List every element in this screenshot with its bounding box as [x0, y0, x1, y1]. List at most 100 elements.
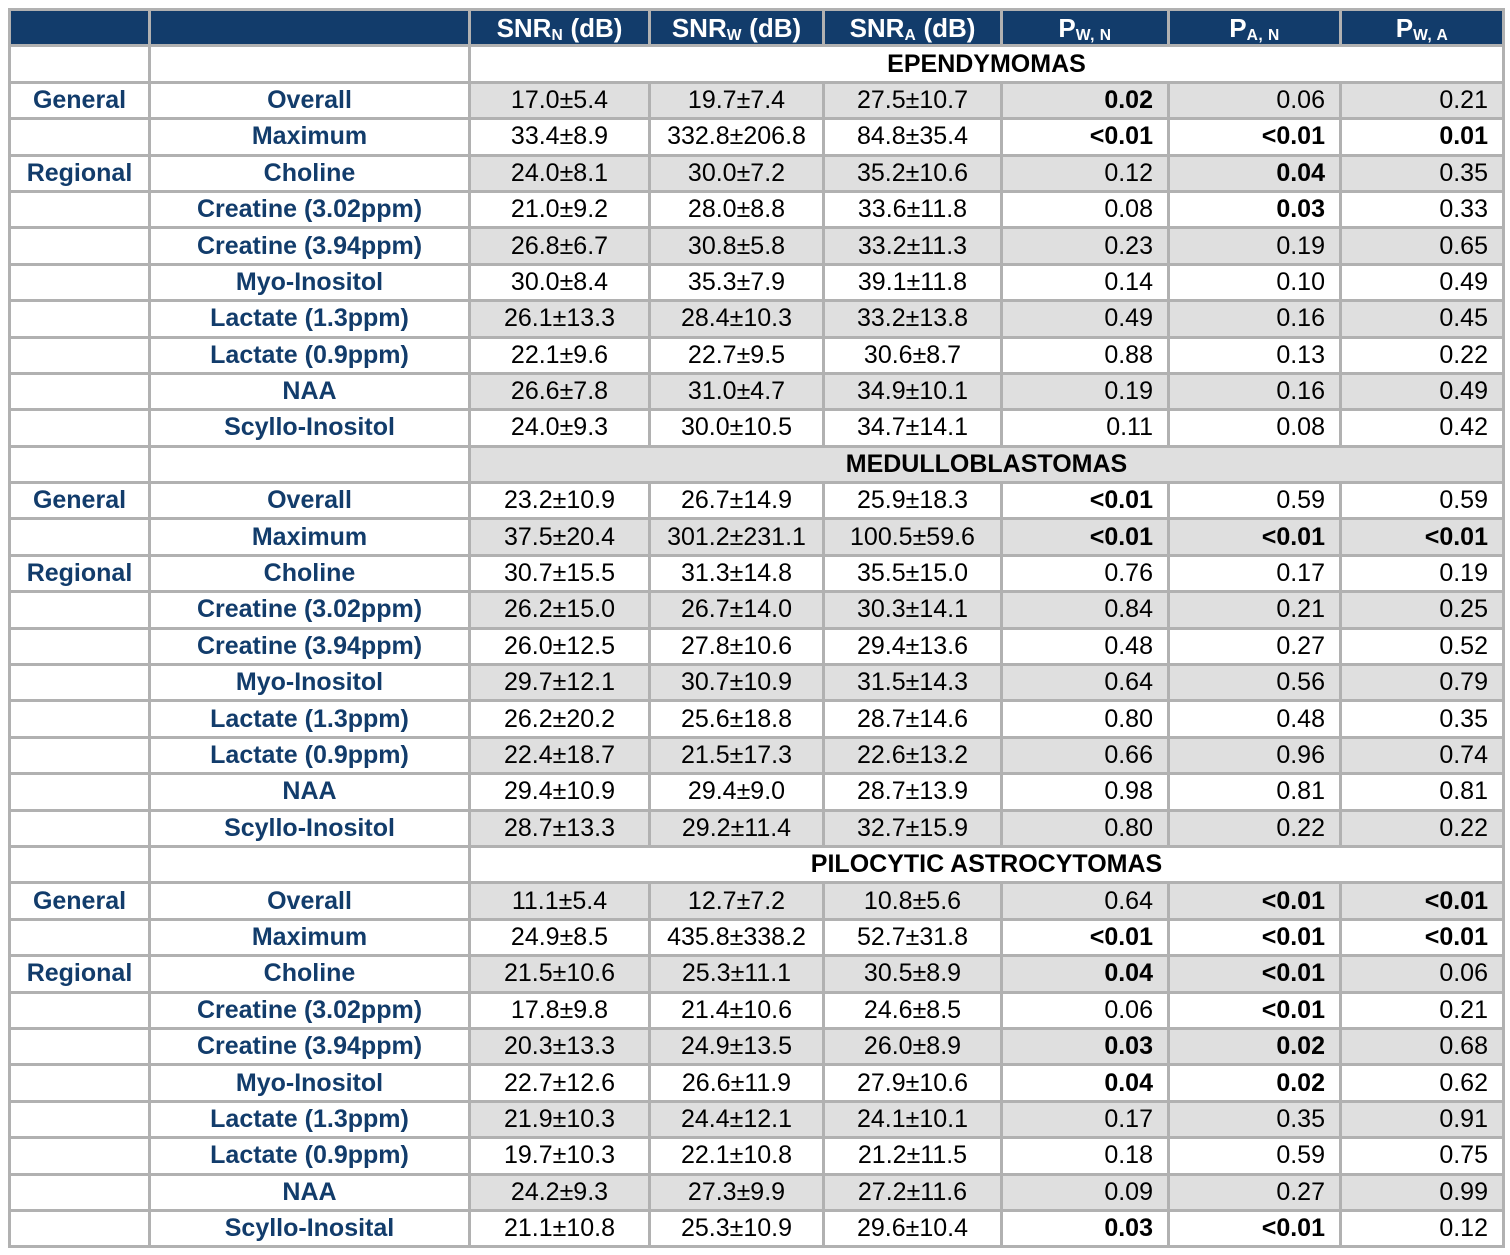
metric-label-cell: Scyllo-Inositol	[148, 808, 471, 849]
snr-n-cell: 24.2±9.3	[468, 1172, 651, 1212]
snr-w-cell: 25.3±10.9	[648, 1208, 825, 1249]
p-wa-cell: 0.79	[1339, 663, 1505, 703]
metric-label-cell: Creatine (3.94ppm)	[148, 626, 471, 667]
p-an-cell: 0.27	[1167, 1172, 1342, 1212]
group-cell	[8, 990, 151, 1030]
p-an-cell: <0.01	[1167, 990, 1342, 1030]
metric-label-cell: NAA	[148, 371, 471, 412]
group-cell	[8, 44, 151, 84]
snr-a-cell: 32.7±15.9	[822, 808, 1003, 849]
snr-a-cell: 26.0±8.9	[822, 1026, 1003, 1067]
metric-label-cell: Choline	[148, 954, 471, 994]
p-wn-cell: 0.08	[1000, 189, 1170, 230]
snr-n-cell: 30.7±15.5	[468, 553, 651, 594]
p-wn-cell: 0.09	[1000, 1172, 1170, 1212]
snr-n-cell: 26.6±7.8	[468, 371, 651, 412]
metric-label-cell: Creatine (3.02ppm)	[148, 590, 471, 630]
column-header-subscript: A	[904, 26, 917, 44]
group-cell: General	[8, 80, 151, 121]
p-wa-cell: 0.01	[1339, 117, 1505, 157]
column-header-p-a-n: PA, N	[1167, 7, 1342, 48]
p-wa-cell: 0.99	[1339, 1172, 1505, 1212]
p-wn-cell: <0.01	[1000, 517, 1170, 557]
metric-label-cell: NAA	[148, 772, 471, 812]
p-wn-cell: 0.03	[1000, 1026, 1170, 1067]
p-an-cell: 0.35	[1167, 1099, 1342, 1140]
snr-w-cell: 24.9±13.5	[648, 1026, 825, 1067]
table-row: Myo-Inositol 29.7±12.1 30.7±10.9 31.5±14.3 0…	[8, 663, 1505, 703]
table-row: General Overall 23.2±10.9 26.7±14.9 25.9±18.…	[8, 481, 1505, 521]
group-cell	[8, 699, 151, 739]
p-wa-cell: 0.22	[1339, 808, 1505, 849]
p-wa-cell: 0.49	[1339, 371, 1505, 412]
snr-a-cell: 35.2±10.6	[822, 153, 1003, 193]
metric-label-cell	[148, 844, 471, 885]
p-wa-cell: 0.68	[1339, 1026, 1505, 1067]
group-cell	[8, 371, 151, 412]
group-cell	[8, 335, 151, 375]
snr-a-cell: 34.9±10.1	[822, 371, 1003, 412]
p-wn-cell: 0.17	[1000, 1099, 1170, 1140]
snr-n-cell: 29.7±12.1	[468, 663, 651, 703]
p-wn-cell: 0.06	[1000, 990, 1170, 1030]
p-an-cell: <0.01	[1167, 117, 1342, 157]
column-header-subscript: W, A	[1413, 26, 1449, 44]
snr-w-cell: 31.0±4.7	[648, 371, 825, 412]
p-wa-cell: 0.35	[1339, 699, 1505, 739]
metric-label-cell: Overall	[148, 881, 471, 921]
table-row: Scyllo-Inosital 21.1±10.8 25.3±10.9 29.6±10…	[8, 1208, 1505, 1249]
snr-n-cell: 17.0±5.4	[468, 80, 651, 121]
snr-n-cell: 21.0±9.2	[468, 189, 651, 230]
p-an-cell: 0.59	[1167, 1136, 1342, 1176]
metric-label-cell: Maximum	[148, 917, 471, 958]
p-wn-cell: 0.04	[1000, 954, 1170, 994]
snr-n-cell: 20.3±13.3	[468, 1026, 651, 1067]
group-cell	[8, 299, 151, 339]
snr-w-cell: 25.3±11.1	[648, 954, 825, 994]
table-row: Myo-Inositol 22.7±12.6 26.6±11.9 27.9±10.6 0…	[8, 1063, 1505, 1103]
group-cell	[8, 735, 151, 776]
group-cell	[8, 226, 151, 266]
p-an-cell: 0.21	[1167, 590, 1342, 630]
p-wa-cell: 0.81	[1339, 772, 1505, 812]
metric-label-cell: Choline	[148, 553, 471, 594]
p-an-cell: 0.56	[1167, 663, 1342, 703]
p-an-cell: 0.03	[1167, 189, 1342, 230]
snr-n-cell: 11.1±5.4	[468, 881, 651, 921]
snr-n-cell: 23.2±10.9	[468, 481, 651, 521]
table-row: Creatine (3.94ppm) 26.8±6.7 30.8±5.8 33.2±1…	[8, 226, 1505, 266]
p-wn-cell: 0.14	[1000, 262, 1170, 303]
table-row: NAA 26.6±7.8 31.0±4.7 34.9±10.1 0.19 0.16 0.49	[8, 371, 1505, 412]
table-row: Lactate (0.9ppm) 22.4±18.7 21.5±17.3 22.6±1…	[8, 735, 1505, 776]
p-an-cell: 0.48	[1167, 699, 1342, 739]
snr-a-cell: 30.5±8.9	[822, 954, 1003, 994]
table-row: NAA 29.4±10.9 29.4±9.0 28.7±13.9 0.98 0.81 0.8…	[8, 772, 1505, 812]
snr-w-cell: 29.4±9.0	[648, 772, 825, 812]
snr-w-cell: 21.5±17.3	[648, 735, 825, 776]
group-cell	[8, 1099, 151, 1140]
group-cell	[8, 626, 151, 667]
snr-n-cell: 30.0±8.4	[468, 262, 651, 303]
column-header-subscript: N	[551, 26, 564, 44]
group-cell	[8, 1208, 151, 1249]
group-cell	[8, 117, 151, 157]
table-row: Lactate (1.3ppm) 21.9±10.3 24.4±12.1 24.1±1…	[8, 1099, 1505, 1140]
section-title-cell: EPENDYMOMAS	[468, 44, 1505, 84]
snr-w-cell: 26.7±14.0	[648, 590, 825, 630]
metric-label-cell: Myo-Inositol	[148, 663, 471, 703]
p-wa-cell: 0.62	[1339, 1063, 1505, 1103]
p-wn-cell: 0.66	[1000, 735, 1170, 776]
p-an-cell: <0.01	[1167, 954, 1342, 994]
snr-n-cell: 26.1±13.3	[468, 299, 651, 339]
snr-w-cell: 21.4±10.6	[648, 990, 825, 1030]
p-wn-cell: 0.64	[1000, 663, 1170, 703]
snr-a-cell: 24.6±8.5	[822, 990, 1003, 1030]
snr-w-cell: 19.7±7.4	[648, 80, 825, 121]
metric-label-cell: Lactate (1.3ppm)	[148, 699, 471, 739]
group-cell: Regional	[8, 954, 151, 994]
table-row: Scyllo-Inositol 24.0±9.3 30.0±10.5 34.7±14.…	[8, 408, 1505, 448]
snr-w-cell: 28.0±8.8	[648, 189, 825, 230]
column-header-snr-w: SNRW (dB)	[648, 7, 825, 48]
p-wn-cell: 0.18	[1000, 1136, 1170, 1176]
snr-n-cell: 22.1±9.6	[468, 335, 651, 375]
